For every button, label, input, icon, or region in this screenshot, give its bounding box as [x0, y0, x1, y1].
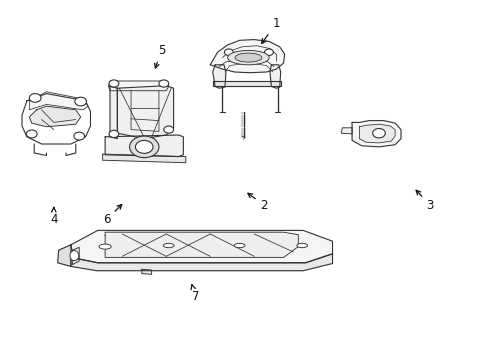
- Text: 4: 4: [50, 207, 58, 226]
- Text: 3: 3: [415, 190, 433, 212]
- Text: 7: 7: [191, 285, 199, 303]
- Circle shape: [29, 94, 41, 102]
- Circle shape: [159, 80, 168, 87]
- Polygon shape: [105, 232, 298, 257]
- Polygon shape: [117, 86, 173, 139]
- Circle shape: [129, 136, 159, 158]
- Circle shape: [74, 132, 84, 140]
- Circle shape: [372, 129, 385, 138]
- Ellipse shape: [296, 243, 307, 248]
- Polygon shape: [110, 86, 117, 139]
- Polygon shape: [29, 106, 81, 127]
- Polygon shape: [212, 65, 225, 88]
- Circle shape: [135, 140, 153, 153]
- Polygon shape: [22, 94, 90, 144]
- Polygon shape: [269, 65, 280, 88]
- Polygon shape: [58, 245, 72, 266]
- Polygon shape: [210, 40, 284, 73]
- Polygon shape: [29, 92, 88, 110]
- Circle shape: [75, 97, 86, 106]
- Text: 6: 6: [102, 204, 122, 226]
- Polygon shape: [71, 230, 332, 263]
- Circle shape: [224, 49, 233, 55]
- Polygon shape: [71, 254, 332, 271]
- Polygon shape: [142, 269, 151, 274]
- Circle shape: [26, 130, 37, 138]
- Circle shape: [109, 80, 119, 87]
- Ellipse shape: [235, 53, 262, 62]
- Polygon shape: [213, 81, 280, 86]
- Text: 2: 2: [247, 193, 267, 212]
- Ellipse shape: [234, 243, 244, 248]
- Ellipse shape: [227, 50, 268, 65]
- Text: 5: 5: [154, 44, 165, 68]
- Circle shape: [264, 49, 273, 55]
- Circle shape: [109, 130, 119, 138]
- Ellipse shape: [99, 244, 111, 249]
- Text: 1: 1: [261, 17, 280, 44]
- Ellipse shape: [70, 251, 79, 261]
- Polygon shape: [108, 81, 168, 91]
- Polygon shape: [72, 247, 79, 265]
- Polygon shape: [341, 128, 351, 134]
- Polygon shape: [351, 121, 400, 147]
- Polygon shape: [105, 135, 183, 157]
- Polygon shape: [102, 154, 185, 163]
- Polygon shape: [359, 124, 394, 143]
- Circle shape: [163, 126, 173, 133]
- Ellipse shape: [163, 243, 174, 248]
